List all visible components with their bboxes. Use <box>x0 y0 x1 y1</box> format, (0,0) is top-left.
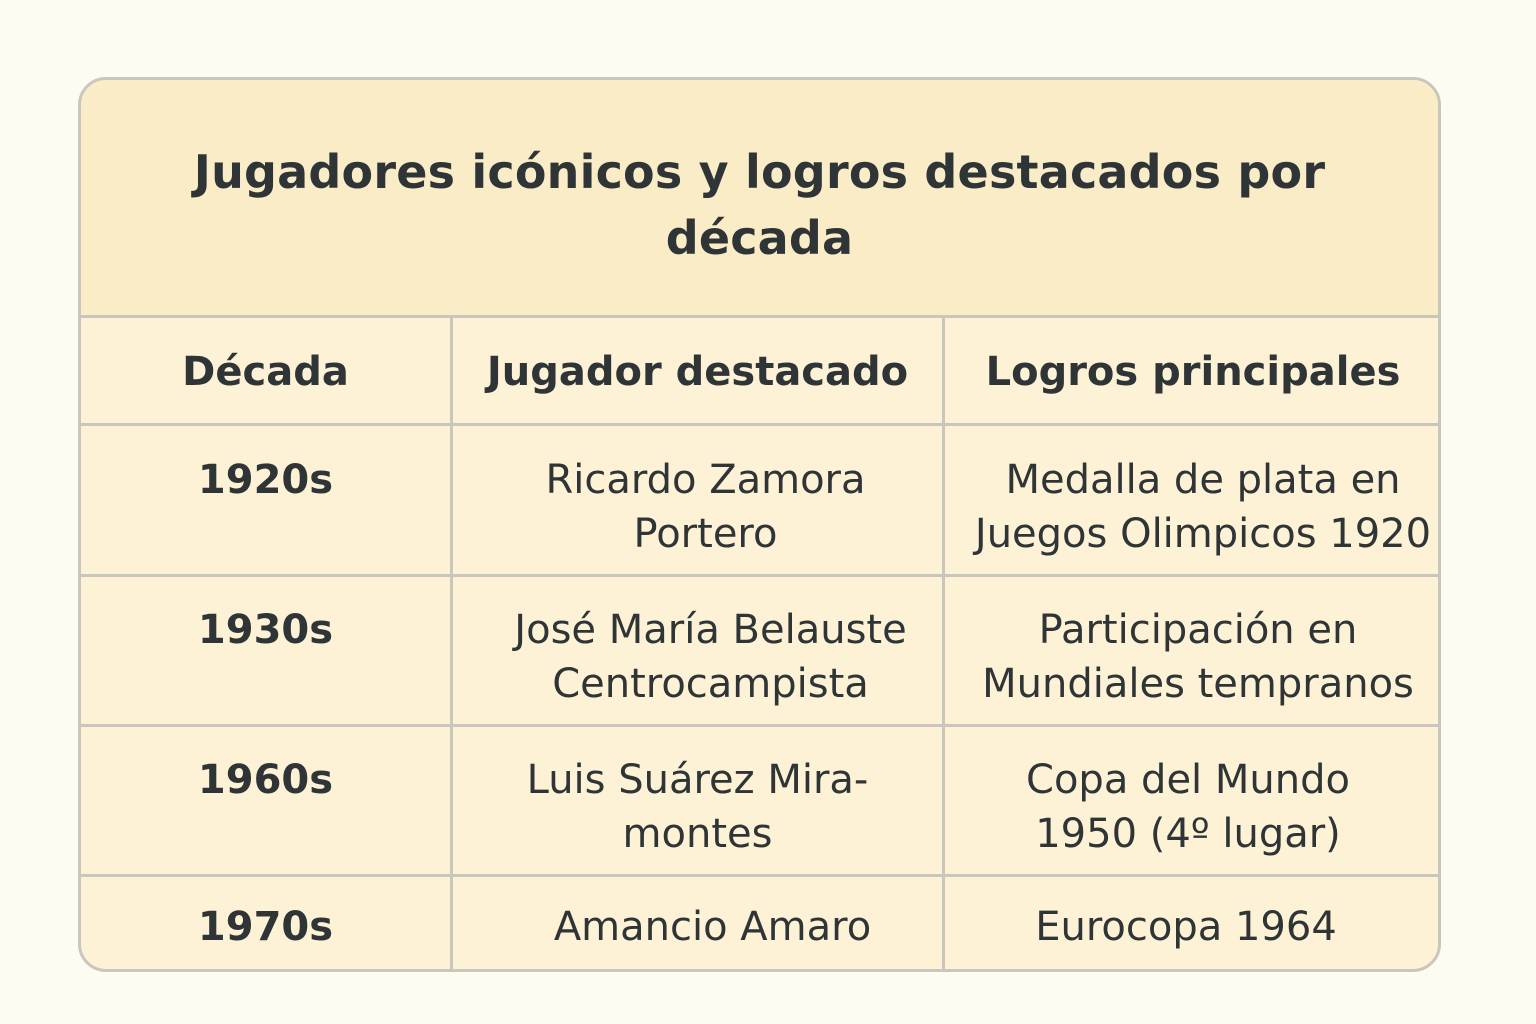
header-jugador: Jugador destacado <box>486 349 909 395</box>
table-row-achievement: Participación en Mundiales tempranos <box>982 607 1414 707</box>
table-row-player: Ricardo Zamora Portero <box>545 457 866 557</box>
table-row-achievement: Medalla de plata en Juegos Olimpicos 192… <box>974 457 1432 557</box>
table-row-decade: 1930s <box>197 607 334 653</box>
row-divider <box>81 423 1438 426</box>
table-row-decade: 1970s <box>197 904 334 950</box>
table-row-player: Amancio Amaro <box>553 904 872 950</box>
table-row-player: José María Belauste Centrocampista <box>514 607 907 707</box>
title-area: Jugadores icónicos y logros destacados p… <box>81 80 1438 318</box>
row-divider <box>81 724 1438 727</box>
table-row-achievement: Copa del Mundo 1950 (4º lugar) <box>1026 757 1350 857</box>
table-title: Jugadores icónicos y logros destacados p… <box>193 144 1326 265</box>
header-decada: Década <box>182 349 349 395</box>
header-logros: Logros principales <box>985 349 1401 395</box>
row-divider <box>81 574 1438 577</box>
table-card: Jugadores icónicos y logros destacados p… <box>78 77 1441 972</box>
table-row-achievement: Eurocopa 1964 <box>1035 904 1337 950</box>
table-row-decade: 1920s <box>197 457 334 503</box>
column-divider <box>942 318 945 969</box>
table-row-player: Luis Suárez Mira- montes <box>526 757 869 857</box>
table-row-decade: 1960s <box>197 757 334 803</box>
row-divider <box>81 874 1438 877</box>
column-divider <box>450 318 453 969</box>
